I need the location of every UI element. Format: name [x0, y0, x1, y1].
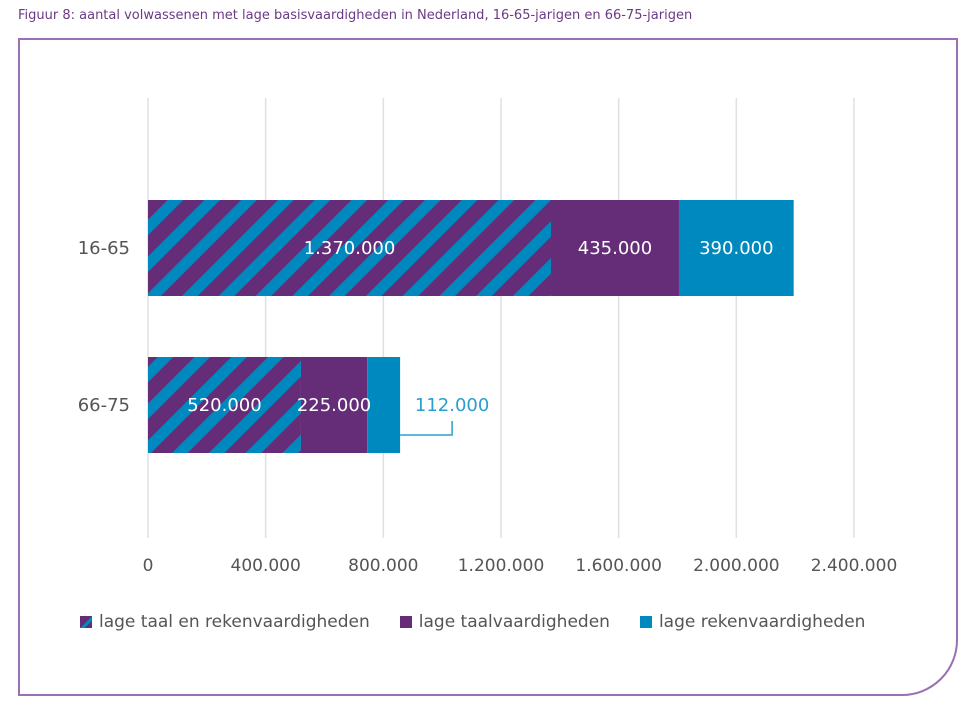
legend-swatch-striped — [80, 616, 92, 628]
data-label: 520.000 — [187, 395, 261, 416]
legend-swatch-purple — [399, 616, 412, 628]
legend-item-taal: lage taalvaardigheden — [399, 612, 610, 632]
bar-segment — [367, 357, 401, 453]
leader-line — [400, 421, 453, 436]
x-tick-label: 2.000.000 — [693, 556, 780, 576]
category-label: 16-65 — [78, 238, 130, 259]
x-tick-label: 2.400.000 — [811, 556, 898, 576]
x-tick-label: 0 — [143, 556, 154, 576]
legend-swatch-blue — [639, 616, 652, 628]
figure-caption: Figuur 8: aantal volwassenen met lage ba… — [18, 8, 693, 23]
bar-segment — [300, 357, 368, 453]
bar-segment — [551, 200, 679, 296]
x-tick-label: 400.000 — [231, 556, 301, 576]
data-label: 390.000 — [699, 238, 773, 259]
legend-label: lage rekenvaardigheden — [658, 612, 866, 632]
bar-segment — [148, 200, 552, 296]
x-tick-label: 800.000 — [348, 556, 418, 576]
legend-label: lage taal en rekenvaardigheden — [99, 612, 370, 632]
x-tick-label: 1.200.000 — [458, 556, 545, 576]
legend-item-taal-en-reken: lage taal en rekenvaardigheden — [80, 612, 370, 632]
category-label: 66-75 — [78, 395, 130, 416]
data-label: 112.000 — [415, 395, 489, 416]
data-label: 435.000 — [578, 238, 652, 259]
bar-segment — [148, 357, 301, 453]
x-tick-label: 1.600.000 — [575, 556, 662, 576]
data-label: 225.000 — [297, 395, 371, 416]
legend-label: lage taalvaardigheden — [418, 612, 610, 632]
bar-segment — [678, 200, 794, 296]
chart-frame — [18, 38, 958, 696]
data-label: 1.370.000 — [304, 238, 396, 259]
legend-item-reken: lage rekenvaardigheden — [639, 612, 866, 632]
legend: lage taal en rekenvaardigheden lage taal… — [80, 612, 865, 632]
